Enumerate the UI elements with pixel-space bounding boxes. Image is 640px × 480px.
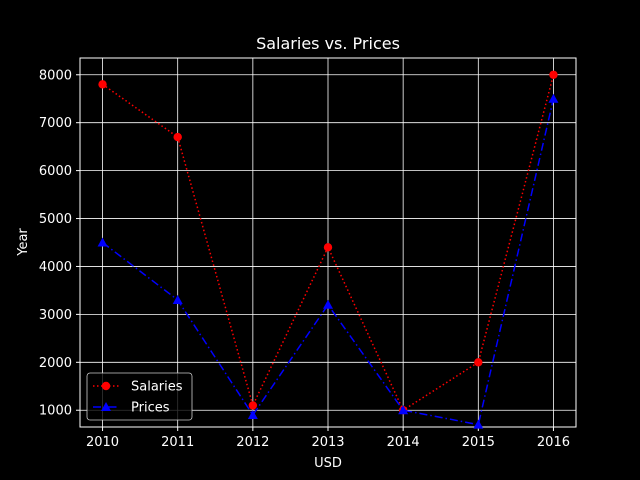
prices-series [97, 93, 559, 429]
prices-point [247, 410, 258, 420]
salaries-point [474, 358, 483, 367]
prices-point [323, 299, 333, 309]
chart-title: Salaries vs. Prices [256, 34, 400, 53]
x-tick-label: 2015 [462, 435, 495, 450]
x-tick-label: 2010 [86, 435, 119, 450]
y-tick-label: 6000 [39, 164, 72, 179]
salaries-point [173, 132, 182, 142]
grid [80, 58, 576, 427]
y-axis-label: Year [16, 228, 31, 257]
x-tick-label: 2012 [236, 435, 269, 450]
prices-point [97, 237, 108, 247]
x-tick-label: 2014 [387, 435, 420, 450]
y-tick-label: 5000 [39, 212, 72, 227]
prices-point [548, 93, 559, 103]
x-axis: 2010 2011 2012 2013 2014 2015 2016 [86, 427, 570, 450]
prices-point [473, 419, 484, 429]
salaries-point [549, 70, 558, 79]
legend-box [86, 372, 193, 421]
x-axis-label: USD [314, 456, 342, 471]
prices-point [172, 295, 183, 305]
salaries-point [248, 401, 258, 410]
prices-point [398, 405, 409, 415]
salaries-point [98, 80, 107, 89]
y-tick-label: 2000 [39, 356, 72, 371]
y-tick-label: 8000 [39, 68, 72, 83]
x-tick-label: 2011 [161, 435, 194, 450]
series-area [97, 70, 559, 429]
y-tick-label: 4000 [39, 260, 72, 275]
y-tick-label: 3000 [39, 308, 72, 323]
salaries-legend-label: Salaries [131, 380, 183, 395]
salaries-point [323, 243, 333, 252]
y-axis: 1000 2000 3000 4000 5000 6000 7000 8000 [39, 68, 80, 419]
y-tick-label: 1000 [39, 404, 72, 419]
x-tick-label: 2013 [311, 435, 344, 450]
legend: Salaries Prices [86, 372, 193, 421]
y-tick-label: 7000 [39, 116, 72, 131]
prices-legend-marker [101, 402, 111, 411]
prices-legend-label: Prices [131, 401, 170, 416]
salaries-legend-marker [101, 381, 111, 391]
x-tick-label: 2016 [537, 435, 570, 450]
